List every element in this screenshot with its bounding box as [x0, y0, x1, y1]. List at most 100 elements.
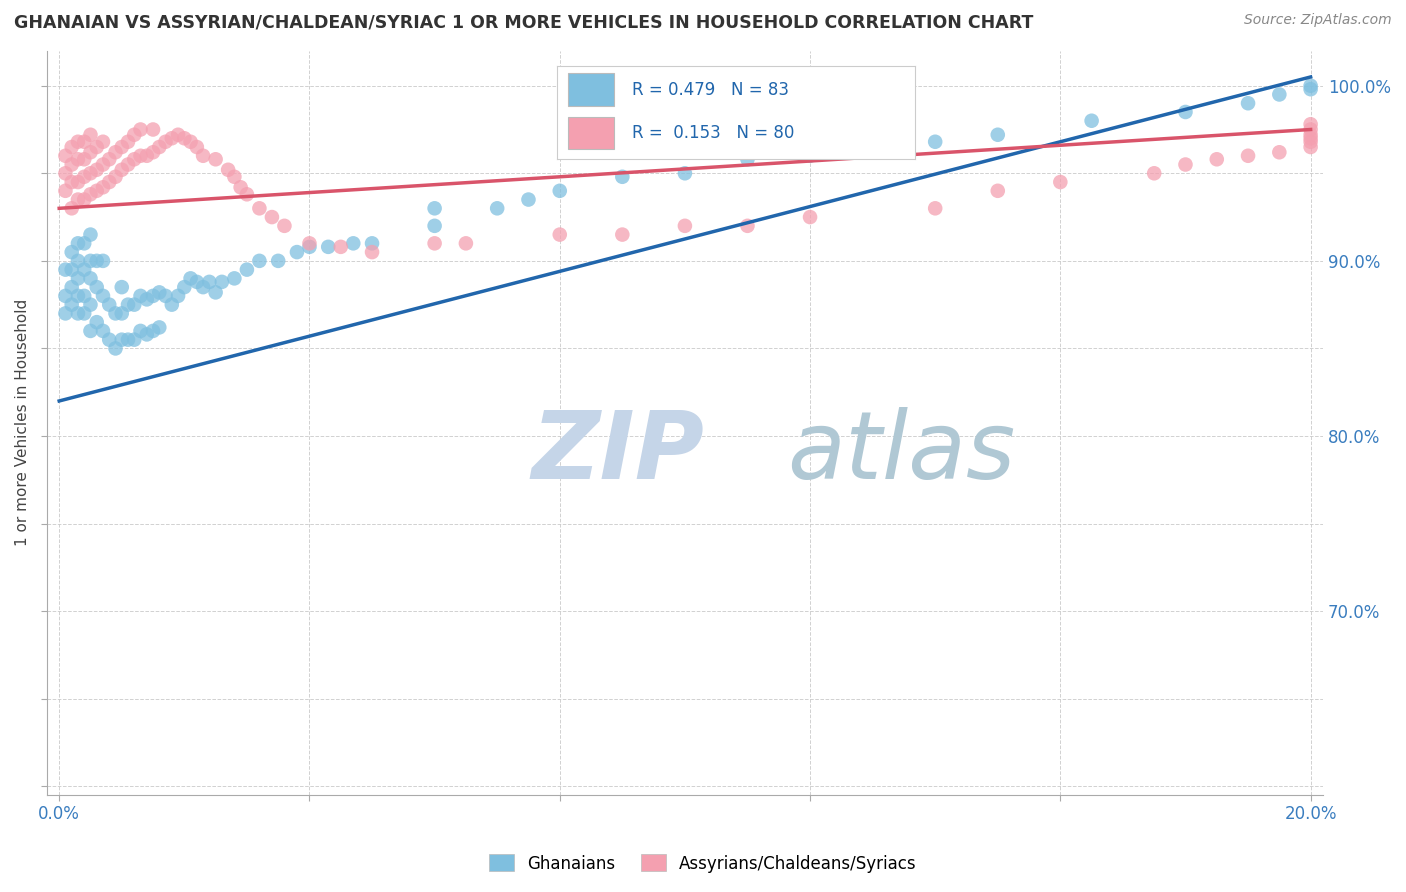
Point [191, 280, 214, 294]
Point [1205, 153, 1227, 167]
Point [987, 128, 1010, 142]
Point [423, 236, 446, 251]
Point [73, 236, 96, 251]
Point [249, 253, 271, 268]
Point [1049, 175, 1071, 189]
Point [224, 169, 246, 184]
Point [86, 253, 108, 268]
Point [73, 289, 96, 303]
Point [60, 140, 83, 154]
Point [155, 135, 177, 149]
Point [486, 202, 509, 216]
Point [167, 128, 190, 142]
Point [298, 240, 321, 254]
Point [73, 135, 96, 149]
Point [91, 157, 114, 171]
Point [673, 166, 696, 180]
Point [1174, 105, 1197, 120]
Point [191, 149, 214, 163]
Point [987, 184, 1010, 198]
Point [104, 145, 127, 160]
Point [79, 187, 101, 202]
Point [1237, 149, 1260, 163]
Point [612, 169, 634, 184]
Point [66, 253, 89, 268]
Point [180, 135, 202, 149]
Point [298, 236, 321, 251]
Point [142, 122, 165, 136]
Point [1237, 96, 1260, 111]
Point [186, 275, 208, 289]
Point [86, 315, 108, 329]
Point [1299, 122, 1322, 136]
Point [104, 342, 127, 356]
Point [86, 184, 108, 198]
Point [111, 280, 134, 294]
Point [55, 184, 77, 198]
Point [167, 289, 190, 303]
Point [285, 245, 308, 260]
Point [423, 202, 446, 216]
Point [79, 324, 101, 338]
Point [361, 236, 384, 251]
Point [55, 149, 77, 163]
Point [73, 153, 96, 167]
Point [273, 219, 295, 233]
Point [799, 149, 821, 163]
Point [60, 157, 83, 171]
Point [60, 245, 83, 260]
Y-axis label: 1 or more Vehicles in Household: 1 or more Vehicles in Household [15, 299, 30, 547]
Point [66, 289, 89, 303]
Point [117, 298, 139, 312]
Point [79, 298, 101, 312]
Point [267, 253, 290, 268]
Point [155, 289, 177, 303]
Point [111, 306, 134, 320]
Point [117, 157, 139, 171]
Point [249, 202, 271, 216]
Text: ZIP: ZIP [531, 407, 704, 499]
Point [142, 324, 165, 338]
Point [66, 271, 89, 285]
Point [98, 175, 121, 189]
Point [612, 227, 634, 242]
Point [135, 327, 157, 342]
Point [111, 140, 134, 154]
Point [1174, 157, 1197, 171]
Point [79, 271, 101, 285]
Point [104, 306, 127, 320]
Point [361, 245, 384, 260]
Point [160, 131, 183, 145]
Point [129, 324, 152, 338]
Point [316, 240, 339, 254]
Point [142, 289, 165, 303]
Point [148, 320, 170, 334]
Legend: Ghanaians, Assyrians/Chaldeans/Syriacs: Ghanaians, Assyrians/Chaldeans/Syriacs [482, 847, 924, 880]
Point [60, 262, 83, 277]
Point [148, 140, 170, 154]
Point [1299, 128, 1322, 142]
Point [66, 153, 89, 167]
Point [60, 280, 83, 294]
Point [423, 219, 446, 233]
Point [73, 262, 96, 277]
Point [1268, 145, 1291, 160]
Point [229, 180, 252, 194]
Point [122, 128, 145, 142]
Point [198, 275, 221, 289]
Point [1299, 140, 1322, 154]
Point [224, 271, 246, 285]
Point [148, 285, 170, 300]
Text: GHANAIAN VS ASSYRIAN/CHALDEAN/SYRIAC 1 OR MORE VEHICLES IN HOUSEHOLD CORRELATION: GHANAIAN VS ASSYRIAN/CHALDEAN/SYRIAC 1 O… [14, 13, 1033, 31]
Point [173, 131, 195, 145]
Point [142, 145, 165, 160]
Point [1299, 117, 1322, 131]
Point [91, 180, 114, 194]
Point [1299, 131, 1322, 145]
Point [454, 236, 477, 251]
Point [79, 145, 101, 160]
Point [1299, 78, 1322, 93]
Point [204, 285, 226, 300]
Point [236, 262, 259, 277]
Point [73, 193, 96, 207]
